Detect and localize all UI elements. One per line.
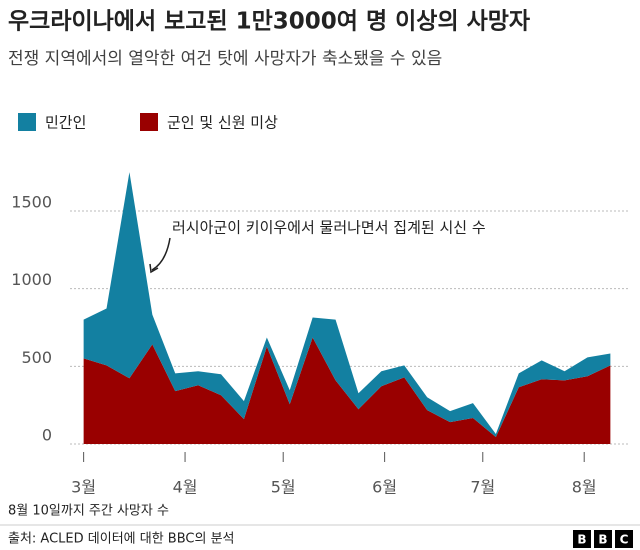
area <box>83 337 611 444</box>
logo-box <box>615 530 633 548</box>
chart-title: 우크라이나에서 보고된 1만3000여 명 이상의 사망자 <box>8 9 530 35</box>
x-tick-label: 7월 <box>470 478 495 497</box>
logo-letter: B <box>577 533 586 547</box>
chart-subtitle: 전쟁 지역에서의 열악한 여건 탓에 사망자가 축소됐을 수 있음 <box>8 49 442 69</box>
area <box>83 172 611 438</box>
y-tick-label: 1000 <box>11 270 52 289</box>
legend-label: 군인 및 신원 미상 <box>167 114 278 132</box>
x-tick-label: 8월 <box>572 478 597 497</box>
legend-swatch <box>18 113 36 131</box>
annotation-arrow <box>151 237 171 271</box>
y-tick-label: 0 <box>42 426 52 445</box>
logo-box <box>573 530 591 548</box>
annotation-arrowhead <box>149 263 159 274</box>
logo-box <box>594 530 612 548</box>
x-tick-label: 5월 <box>271 478 296 497</box>
y-tick-label: 500 <box>21 348 52 367</box>
x-tick-label: 4월 <box>173 478 198 497</box>
logo-letter: C <box>620 533 629 547</box>
legend-label: 민간인 <box>45 114 86 132</box>
x-tick-label: 3월 <box>71 478 96 497</box>
annotation: 러시아군이 키이우에서 물러나면서 집계된 시신 수 <box>172 219 486 237</box>
x-tick-label: 6월 <box>372 478 397 497</box>
source: 출처: ACLED 데이터에 대한 BBC의 분석 <box>8 532 235 547</box>
logo-letter: B <box>598 533 607 547</box>
legend-swatch <box>140 113 158 131</box>
note: 8월 10일까지 주간 사망자 수 <box>8 504 169 519</box>
y-tick-label: 1500 <box>11 193 52 212</box>
